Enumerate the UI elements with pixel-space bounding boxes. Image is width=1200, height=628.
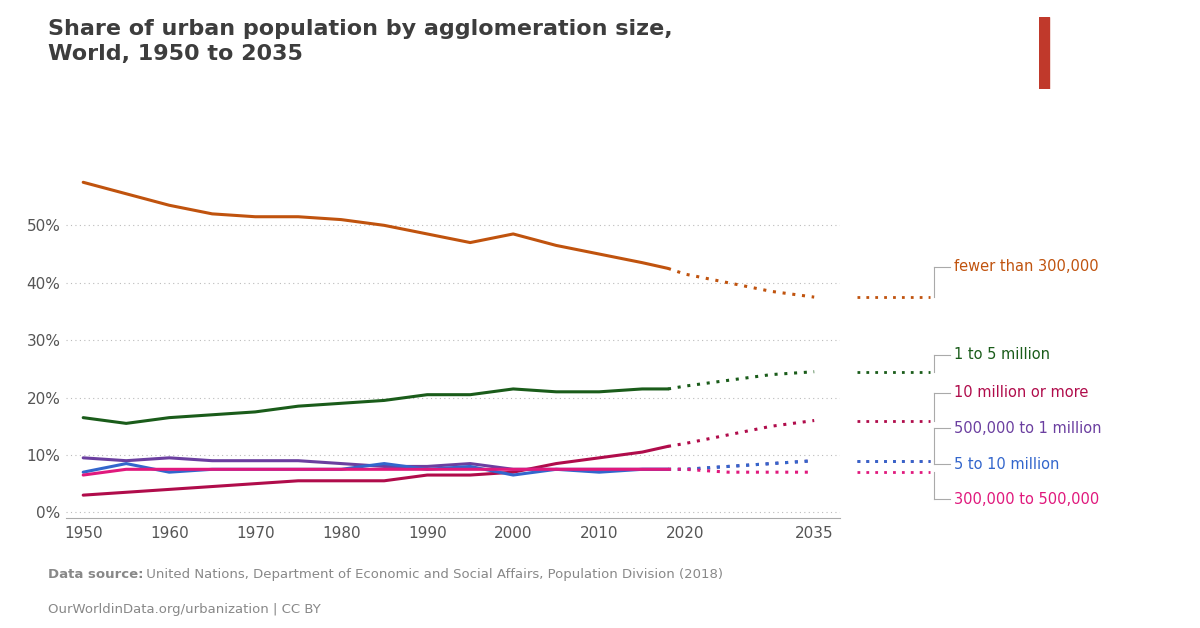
Text: Share of urban population by agglomeration size,
World, 1950 to 2035: Share of urban population by agglomerati… [48, 19, 673, 65]
Text: 10 million or more: 10 million or more [954, 385, 1088, 400]
Text: 1 to 5 million: 1 to 5 million [954, 347, 1050, 362]
Text: Our World
in Data: Our World in Data [1079, 36, 1145, 67]
Text: 300,000 to 500,000: 300,000 to 500,000 [954, 492, 1099, 507]
Text: fewer than 300,000: fewer than 300,000 [954, 259, 1099, 274]
Bar [1039, 17, 1049, 89]
Text: 500,000 to 1 million: 500,000 to 1 million [954, 421, 1102, 436]
Text: OurWorldinData.org/urbanization | CC BY: OurWorldinData.org/urbanization | CC BY [48, 603, 320, 616]
Text: Data source:: Data source: [48, 568, 144, 582]
Text: 5 to 10 million: 5 to 10 million [954, 457, 1060, 472]
Text: United Nations, Department of Economic and Social Affairs, Population Division (: United Nations, Department of Economic a… [142, 568, 724, 582]
